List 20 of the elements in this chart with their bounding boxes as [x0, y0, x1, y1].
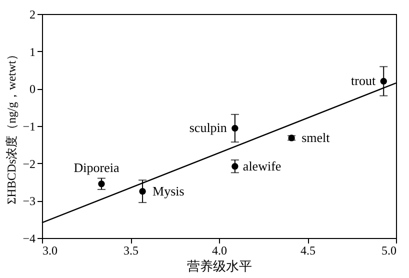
- y-tick-label: 0: [30, 82, 36, 96]
- annotation: Mysis: [152, 183, 184, 198]
- y-tick-label: 2: [30, 8, 36, 22]
- y-tick-label: −4: [22, 232, 36, 246]
- x-tick-label: 4.0: [212, 244, 227, 258]
- annotation: alewife: [242, 158, 282, 174]
- annotation: sculpin: [189, 120, 228, 136]
- y-tick-label: −3: [22, 194, 36, 208]
- y-tick-label: −1: [22, 120, 36, 134]
- y-axis-title: ΣHBCDs浓度（ng/g，wetwt）: [4, 48, 19, 204]
- x-tick-label: 3.5: [124, 244, 138, 258]
- y-tick-label: 1: [30, 44, 36, 59]
- x-tick-label: 3.0: [42, 244, 58, 258]
- x-tick-label: 4.5: [300, 244, 316, 258]
- annotation: Diporeia: [74, 160, 120, 175]
- y-tick-label: −2: [22, 156, 36, 171]
- annotation: trout: [351, 73, 376, 88]
- x-tick-label: 5.0: [382, 244, 396, 258]
- x-axis-title: 营养级水平: [187, 258, 252, 274]
- annotation: smelt: [302, 130, 330, 145]
